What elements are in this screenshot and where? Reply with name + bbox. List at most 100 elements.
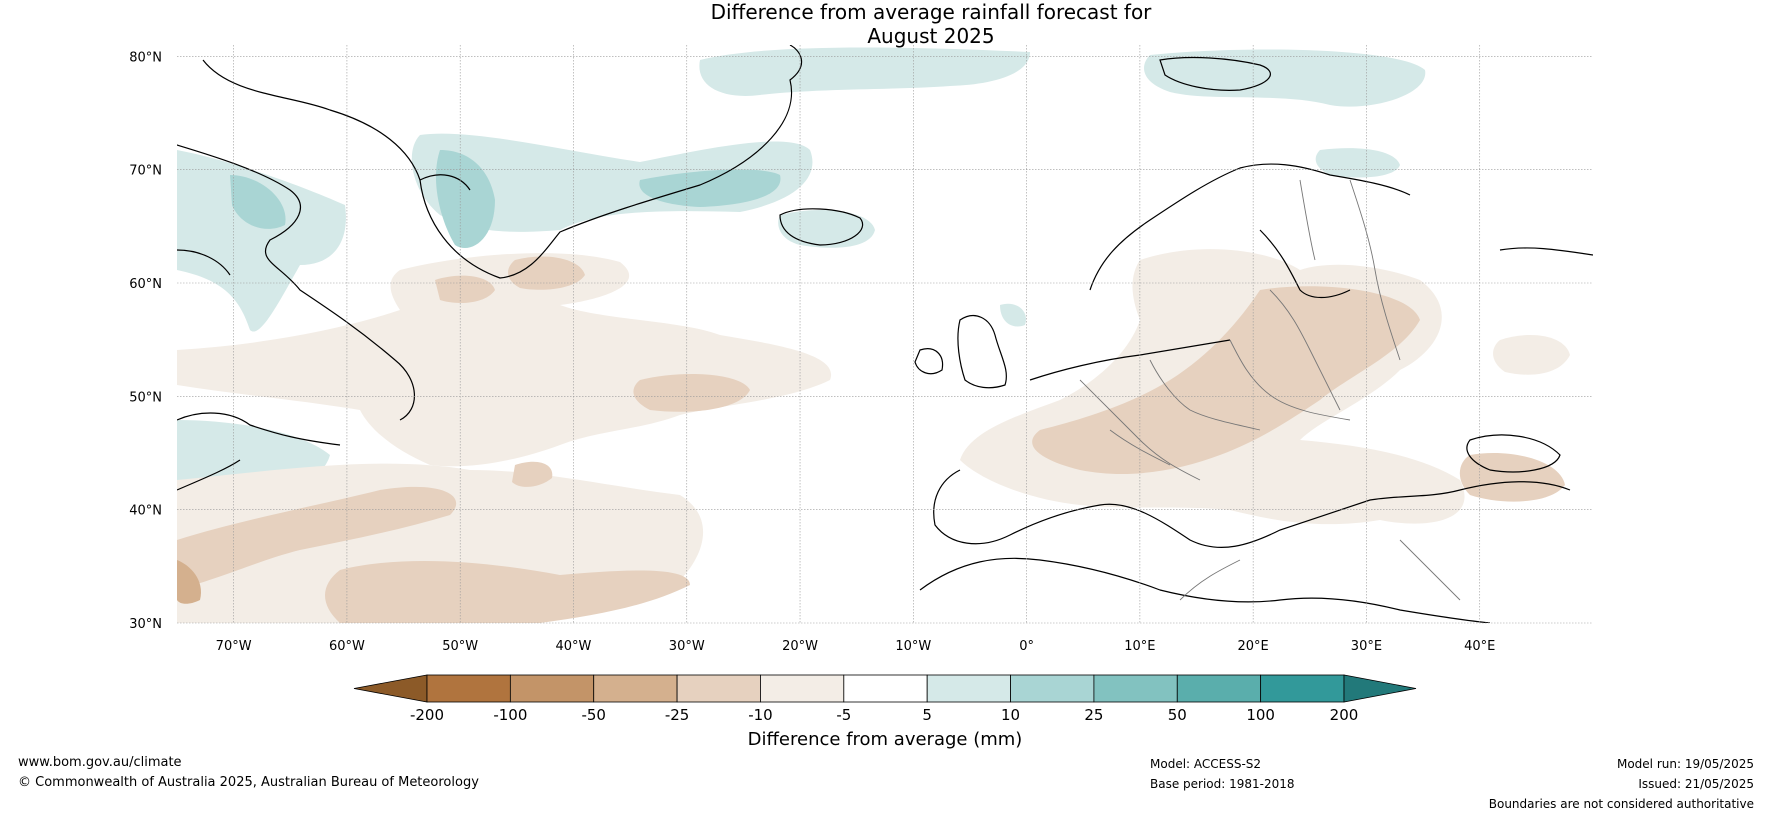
colorbar-bin	[1010, 674, 1095, 703]
colorbar-tick-label: -5	[836, 706, 851, 724]
colorbar-tick-label: 10	[1001, 706, 1020, 724]
wet-anomaly-baffin	[230, 175, 286, 229]
colorbar-bin	[509, 674, 595, 703]
dry-anomaly-mid-atlantic	[633, 374, 750, 412]
lat-tick-label: 70°N	[129, 164, 162, 179]
colorbar-tick-label: -200	[410, 706, 444, 724]
footer-disclaimer: Boundaries are not considered authoritat…	[1488, 797, 1754, 811]
title-line-1: Difference from average rainfall forecas…	[710, 0, 1152, 24]
baltic-coast	[1259, 229, 1351, 299]
colorbar-extend-low	[353, 674, 428, 703]
coastlines	[177, 45, 1593, 623]
colorbar-bin	[1093, 674, 1178, 703]
dry-anomaly-subtropical-band	[177, 486, 457, 590]
lon-tick-label: 30°E	[1351, 639, 1382, 654]
labrador-coast	[177, 144, 415, 421]
lon-tick-label: 20°W	[782, 639, 818, 654]
border-line	[1399, 539, 1461, 601]
lon-tick-label: 30°W	[669, 639, 705, 654]
mediterranean-north-coast	[933, 469, 1571, 548]
lon-tick-label: 10°E	[1124, 639, 1155, 654]
wet-anomaly-iceland	[778, 210, 875, 248]
border-line	[1229, 339, 1351, 421]
dry-anomaly-black-sea	[1459, 453, 1565, 502]
lon-tick-label: 70°W	[216, 639, 252, 654]
border-line	[1349, 179, 1401, 361]
dry-anomaly-west-edge	[177, 560, 201, 604]
footer-url: www.bom.gov.au/climate	[18, 755, 182, 770]
colorbar-bin	[1176, 674, 1262, 703]
country-borders	[1079, 179, 1461, 601]
colorbar-tick-label: -50	[581, 706, 606, 724]
lat-tick-label: 60°N	[129, 277, 162, 292]
lon-tick-label: 50°W	[442, 639, 478, 654]
wet-anomaly-east-greenland	[411, 133, 813, 232]
lat-tick-label: 40°N	[129, 504, 162, 519]
colorbar-tick-label: 200	[1330, 706, 1359, 724]
colorbar: -200 -100 -50 -25 -10 -5 5 10 25 50 100 200 Differen…	[353, 674, 1417, 750]
colorbar-extend-high	[1343, 674, 1417, 703]
colorbar-title: Difference from average (mm)	[748, 729, 1023, 750]
greenland-fjord	[419, 174, 471, 191]
colorbar-bin	[593, 674, 678, 703]
lat-tick-label: 50°N	[129, 390, 162, 405]
axis-labels: 70°W 60°W 50°W 40°W 30°W 20°W 10°W 0° 10°E 20°E 30…	[129, 50, 1495, 654]
anomaly-shading	[177, 47, 1570, 623]
wet-anomaly-denmark-strait	[639, 169, 781, 207]
ireland-coast	[914, 348, 944, 375]
wet-anomaly-barents	[1315, 148, 1400, 178]
lon-tick-label: 40°E	[1464, 639, 1495, 654]
colorbar-bin	[760, 674, 845, 703]
gridlines	[177, 45, 1593, 624]
lon-tick-label: 40°W	[556, 639, 592, 654]
border-line	[1179, 559, 1241, 601]
footer-copyright: © Commonwealth of Australia 2025, Austra…	[18, 775, 479, 790]
border-line	[1299, 179, 1316, 261]
wet-anomaly-greenland-north	[699, 47, 1030, 96]
lon-tick-label: 10°W	[895, 639, 931, 654]
dry-anomaly-central-europe	[1032, 286, 1420, 475]
colorbar-bin	[676, 674, 761, 703]
dry-anomaly-small-patch	[512, 461, 553, 487]
hudson-coast	[177, 249, 231, 276]
lat-tick-label: 80°N	[129, 50, 162, 65]
lon-tick-label: 20°E	[1238, 639, 1269, 654]
border-line	[1109, 429, 1171, 466]
greenland-coast	[202, 45, 803, 279]
chart-title: Difference from average rainfall forecas…	[0, 0, 1770, 48]
black-sea-coast	[1466, 434, 1561, 473]
lon-tick-label: 0°	[1019, 639, 1034, 654]
norway-coast	[1089, 163, 1411, 291]
iceland-coast	[779, 208, 864, 246]
colorbar-tick-label: -10	[748, 706, 773, 724]
colorbar-tick-label: 5	[922, 706, 932, 724]
lon-tick-label: 60°W	[329, 639, 365, 654]
great-britain-coast	[957, 315, 1007, 389]
north-africa-coast	[919, 557, 1491, 623]
border-line	[1269, 289, 1341, 411]
wet-anomaly-labrador	[177, 150, 346, 332]
wet-anomaly-greenland-core	[435, 150, 495, 248]
colorbar-tick-label: 25	[1084, 706, 1103, 724]
dry-anomaly-azores	[325, 560, 690, 623]
footer-base-period: Base period: 1981-2018	[1150, 777, 1295, 791]
wet-anomaly-north-sea	[1000, 303, 1026, 327]
colorbar-tick-label: -100	[493, 706, 527, 724]
colorbar-bin	[426, 674, 511, 703]
colorbar-tick-label: 50	[1168, 706, 1187, 724]
dry-anomaly-russia	[1493, 335, 1570, 375]
us-northeast-coast	[177, 459, 241, 491]
footer-model: Model: ACCESS-S2	[1150, 757, 1262, 771]
border-line	[1149, 359, 1261, 431]
colorbar-tick-label: 100	[1246, 706, 1275, 724]
dry-anomaly-irminger	[508, 256, 585, 290]
colorbar-bin	[1260, 674, 1345, 703]
footer-model-run: Model run: 19/05/2025	[1616, 757, 1754, 771]
dry-anomaly-south-greenland	[435, 275, 495, 303]
wet-anomaly-svalbard	[1144, 49, 1426, 107]
colorbar-bin	[843, 674, 928, 703]
dry-anomaly-atlantic-north	[177, 253, 832, 467]
footer-issued: Issued: 21/05/2025	[1638, 777, 1754, 791]
colorbar-tick-label: -25	[665, 706, 690, 724]
